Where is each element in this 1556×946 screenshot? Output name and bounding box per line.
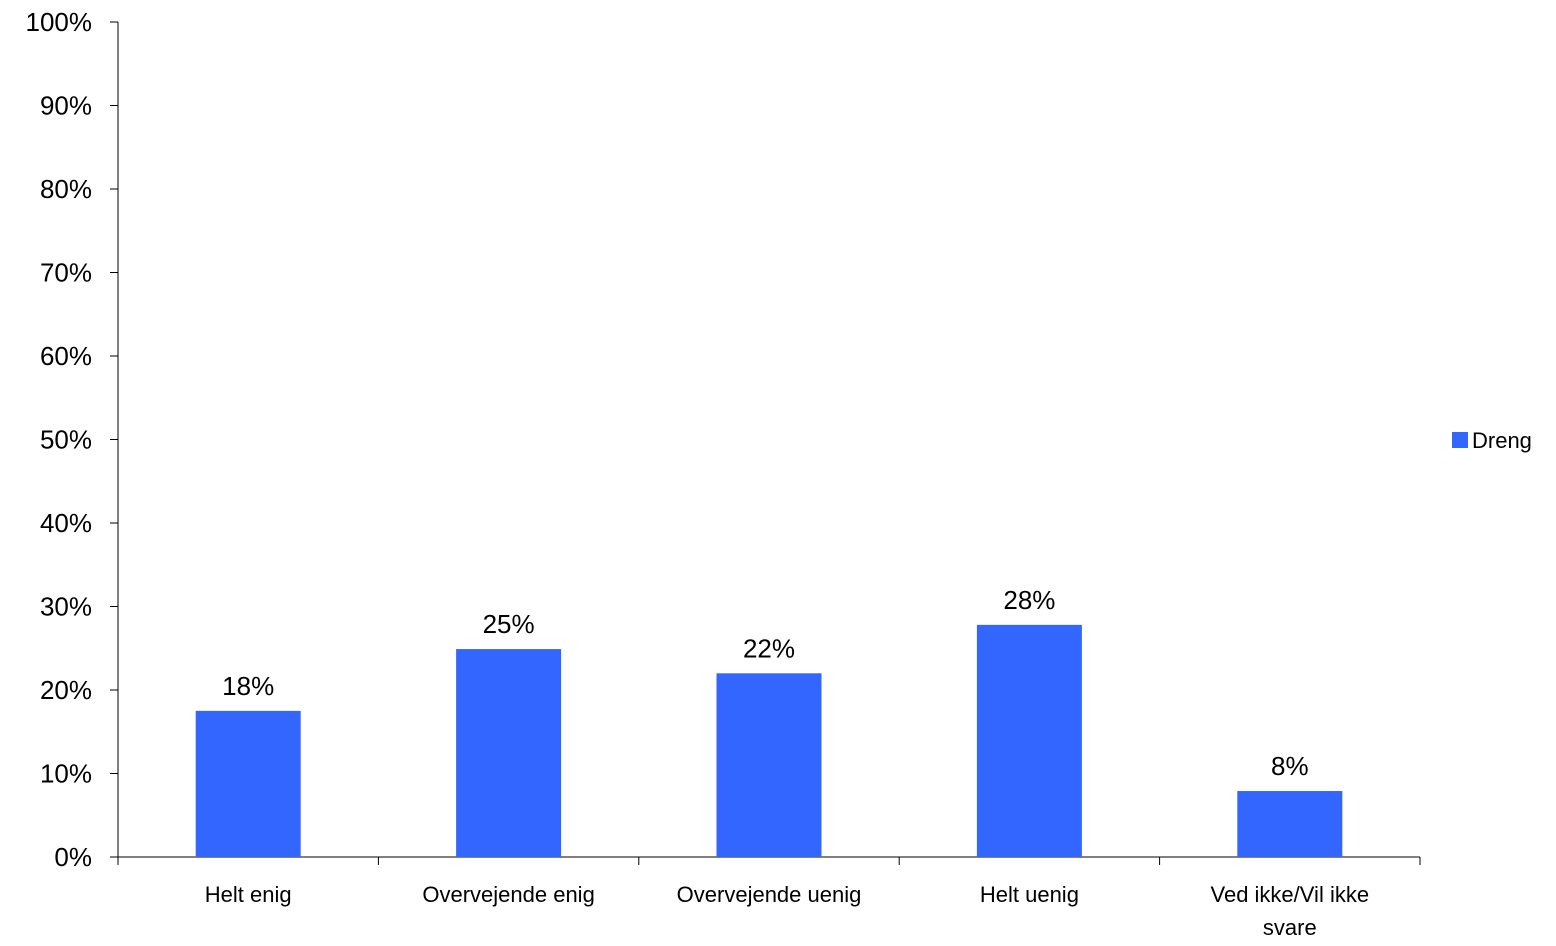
- category-label: Helt enig: [205, 882, 292, 907]
- bar: [976, 624, 1082, 857]
- y-tick-label: 80%: [40, 174, 92, 204]
- y-tick-label: 40%: [40, 508, 92, 538]
- y-tick-label: 70%: [40, 258, 92, 288]
- bar: [716, 673, 822, 857]
- bar: [456, 649, 562, 857]
- data-label: 22%: [743, 633, 795, 663]
- y-tick-label: 0%: [54, 842, 92, 872]
- category-label: Overvejende enig: [422, 882, 594, 907]
- data-label: 25%: [483, 609, 535, 639]
- y-tick-label: 20%: [40, 675, 92, 705]
- y-axis: 0% 10% 20% 30% 40% 50% 60% 70% 80% 90% 100%: [26, 7, 119, 872]
- legend: Dreng: [1452, 428, 1532, 453]
- y-tick-label: 90%: [40, 91, 92, 121]
- bar: [195, 710, 301, 857]
- legend-swatch: [1452, 432, 1468, 448]
- bar: [1237, 791, 1343, 857]
- data-label: 8%: [1271, 751, 1309, 781]
- legend-label: Dreng: [1472, 428, 1532, 453]
- y-tick-label: 50%: [40, 425, 92, 455]
- data-label: 28%: [1003, 585, 1055, 615]
- data-labels: 18% 25% 22% 28% 8%: [222, 585, 1308, 781]
- y-tick-label: 60%: [40, 341, 92, 371]
- category-label: Helt uenig: [980, 882, 1079, 907]
- category-label: svare: [1263, 915, 1317, 940]
- y-tick-label: 100%: [26, 7, 93, 37]
- y-tick-label: 10%: [40, 759, 92, 789]
- y-tick-label: 30%: [40, 592, 92, 622]
- category-label: Overvejende uenig: [677, 882, 862, 907]
- bars: [195, 624, 1343, 857]
- x-axis: Helt enig Overvejende enig Overvejende uen…: [117, 856, 1421, 940]
- data-label: 18%: [222, 671, 274, 701]
- category-label: Ved ikke/Vil ikke: [1211, 882, 1370, 907]
